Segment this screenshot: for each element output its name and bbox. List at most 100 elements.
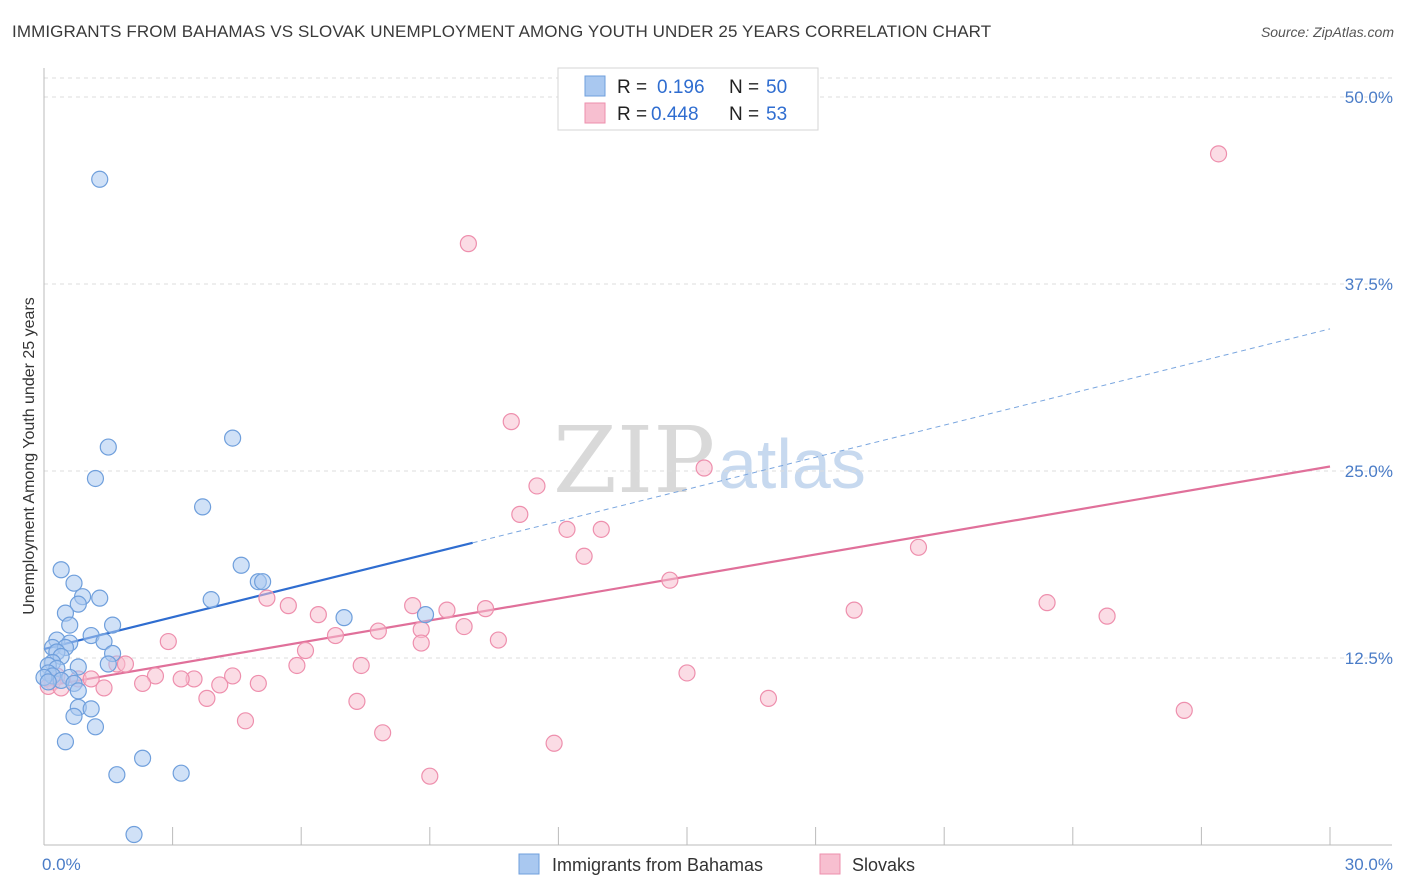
point-bahamas [99, 438, 117, 456]
legend-r-value-slovaks: 0.448 [651, 104, 699, 125]
point-bahamas [82, 700, 100, 718]
point-slovaks [348, 692, 366, 710]
point-slovaks [511, 505, 529, 523]
point-slovaks [309, 606, 327, 624]
point-bahamas [254, 573, 272, 591]
point-slovaks [1209, 145, 1228, 163]
point-bahamas [125, 825, 143, 844]
point-bahamas [95, 632, 113, 651]
y-axis-label: Unemployment Among Youth under 25 years [21, 297, 38, 615]
point-slovaks [695, 459, 713, 477]
point-slovaks [1038, 594, 1056, 612]
point-bahamas [69, 595, 87, 613]
point-slovaks [489, 631, 507, 649]
point-slovaks [133, 674, 152, 693]
point-slovaks [455, 617, 473, 636]
point-bahamas [103, 616, 122, 634]
point-slovaks [502, 413, 520, 431]
point-slovaks [412, 634, 430, 652]
point-slovaks [198, 689, 216, 707]
y-tick-label: 12.5% [1345, 649, 1393, 668]
point-slovaks [279, 597, 297, 615]
point-slovaks [759, 689, 778, 707]
point-slovaks [288, 656, 306, 675]
point-slovaks [575, 547, 593, 565]
point-bahamas [108, 766, 126, 784]
point-slovaks [909, 538, 928, 556]
point-slovaks [236, 712, 255, 730]
chart-title: IMMIGRANTS FROM BAHAMAS VS SLOVAK UNEMPL… [12, 22, 992, 41]
point-slovaks [116, 655, 135, 673]
point-slovaks [421, 767, 439, 785]
trend-line-slovaks [43, 465, 1331, 688]
point-bahamas [56, 733, 75, 751]
legend-n-value-slovaks: 53 [766, 104, 787, 125]
point-bahamas [91, 170, 109, 188]
point-slovaks [352, 656, 370, 675]
point-slovaks [476, 600, 495, 618]
point-bahamas [172, 764, 190, 782]
point-slovaks [211, 676, 229, 694]
bottom-legend: Immigrants from Bahamas Slovaks [518, 853, 915, 875]
point-bahamas [335, 609, 353, 627]
ticks: 12.5% 25.0% 37.5% 50.0% 0.0% 30.0% [42, 88, 1393, 874]
axes [43, 68, 1392, 846]
point-slovaks [258, 589, 276, 607]
point-slovaks [95, 679, 113, 697]
source-label: Source: ZipAtlas.com [1260, 24, 1394, 40]
point-slovaks [172, 670, 190, 688]
point-slovaks [369, 622, 387, 640]
point-slovaks [661, 571, 679, 589]
trend-line-bahamas-projection [472, 328, 1331, 544]
point-slovaks [1175, 701, 1193, 719]
point-slovaks [545, 734, 563, 752]
point-bahamas [91, 589, 109, 607]
point-slovaks [326, 626, 345, 645]
point-slovaks [224, 667, 242, 685]
point-bahamas [202, 591, 220, 609]
bottom-legend-swatch-bahamas [518, 853, 540, 875]
watermark-atlas: atlas [718, 425, 866, 503]
point-slovaks [374, 724, 392, 742]
point-bahamas [65, 574, 83, 592]
legend-n-value-bahamas: 50 [766, 77, 787, 98]
point-slovaks [146, 667, 165, 685]
legend-n-label-slovaks: N = [729, 104, 759, 125]
legend-swatch-bahamas [584, 75, 606, 97]
point-bahamas [416, 606, 435, 624]
data-points [35, 145, 1228, 844]
legend-swatch-slovaks [584, 102, 606, 124]
trend-line-bahamas [43, 541, 473, 651]
point-bahamas [52, 561, 70, 579]
point-bahamas [194, 498, 212, 516]
legend-n-label-bahamas: N = [729, 77, 759, 98]
point-slovaks [438, 601, 456, 619]
point-slovaks [404, 597, 422, 615]
point-bahamas [86, 718, 105, 736]
x-tick-label: 0.0% [42, 855, 81, 874]
watermark-zip: ZIP [553, 407, 715, 514]
point-bahamas [39, 673, 57, 691]
point-bahamas [86, 469, 105, 488]
point-slovaks [845, 601, 863, 619]
bottom-legend-label-bahamas: Immigrants from Bahamas [552, 855, 763, 875]
point-bahamas [69, 682, 87, 700]
point-slovaks [678, 664, 696, 682]
point-slovaks [296, 641, 315, 660]
legend: R = 0.196 N = 50 R = 0.448 N = 53 [557, 67, 819, 131]
point-bahamas [224, 429, 242, 447]
point-slovaks [82, 670, 100, 688]
point-bahamas [61, 616, 79, 634]
bottom-legend-swatch-slovaks [819, 853, 841, 875]
x-tick-label: 30.0% [1345, 855, 1393, 874]
point-bahamas [65, 707, 83, 725]
y-tick-label: 50.0% [1345, 88, 1393, 107]
point-slovaks [159, 632, 177, 651]
point-slovaks [459, 235, 477, 253]
point-slovaks [592, 520, 610, 538]
legend-r-label-slovaks: R = [617, 104, 647, 125]
point-slovaks [558, 520, 576, 538]
y-tick-label: 25.0% [1345, 462, 1393, 481]
legend-r-value-bahamas: 0.196 [657, 77, 705, 98]
